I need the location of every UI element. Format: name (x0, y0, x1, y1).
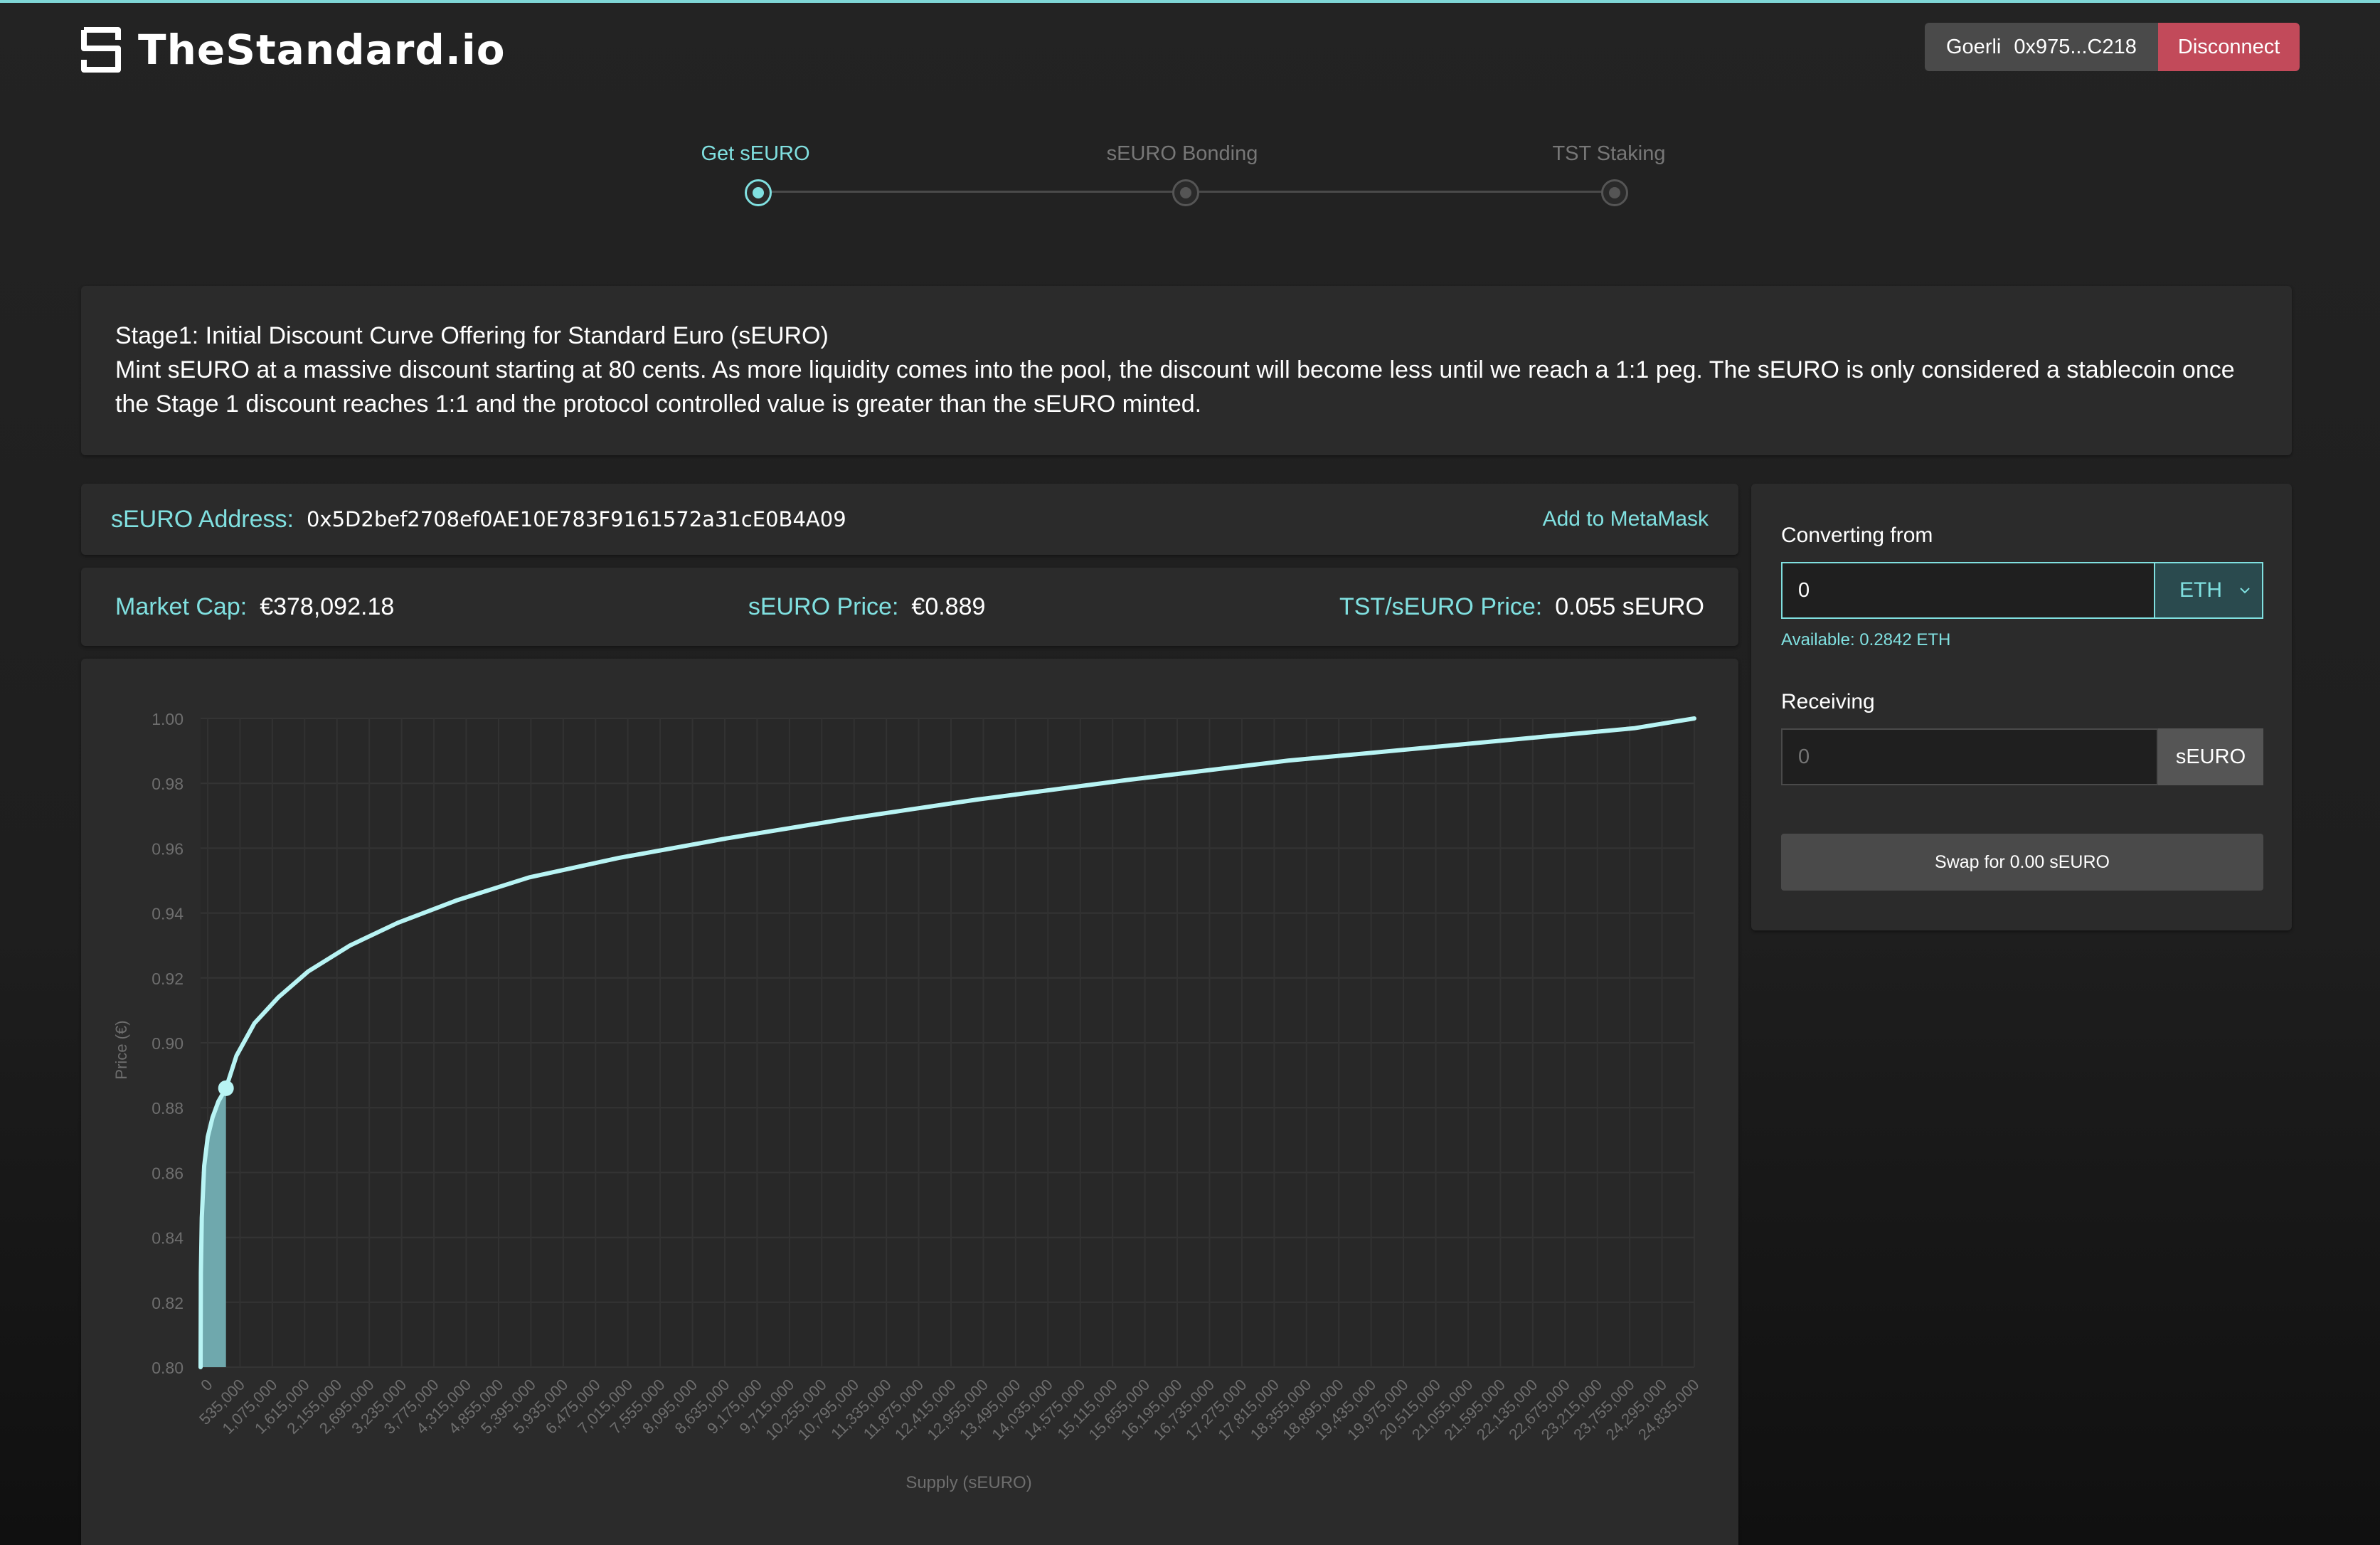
price-curve-line (198, 716, 1696, 1369)
address-label: sEURO Address: (111, 505, 294, 533)
step-tst-staking[interactable]: TST Staking (1467, 142, 1751, 206)
step-label: sEURO Bonding (1106, 142, 1258, 165)
step-get-seuro[interactable]: Get sEURO (613, 142, 898, 206)
market-cap-stat: Market Cap: €378,092.18 (115, 593, 394, 621)
progress-stepper: Get sEURO sEURO Bonding TST Staking (701, 142, 1707, 213)
chevron-down-icon (2240, 588, 2250, 594)
market-cap-value: €378,092.18 (260, 593, 395, 620)
stage-description: Mint sEURO at a massive discount startin… (115, 356, 2235, 418)
step-seuro-bonding[interactable]: sEURO Bonding (1040, 142, 1324, 206)
converter-panel: Converting from ETH Available: 0.2842 ET… (1751, 484, 2292, 930)
disconnect-button[interactable]: Disconnect (2157, 23, 2300, 71)
seuro-price-label: sEURO Price: (748, 593, 899, 620)
x-tick-label: 0 (197, 1376, 216, 1394)
tst-price-label: TST/sEURO Price: (1339, 593, 1543, 620)
y-axis-title: Price (€) (112, 1020, 130, 1079)
current-price-point (218, 1080, 234, 1096)
step-dot (745, 179, 772, 206)
stats-bar: Market Cap: €378,092.18 sEURO Price: €0.88… (81, 568, 1738, 646)
wallet-info: Goerli 0x975...C218 (1925, 23, 2158, 71)
bonding-curve-chart: 1.00 0.98 0.96 0.94 0.92 0.90 0.88 0.86 0.84 0.82… (81, 659, 1738, 1545)
tst-price-value: 0.055 sEURO (1555, 593, 1704, 620)
receiving-amount-input[interactable] (1781, 728, 2158, 785)
wallet-status: Goerli 0x975...C218 Disconnect (1925, 23, 2300, 71)
y-tick-label: 0.80 (152, 1359, 184, 1377)
step-label: Get sEURO (701, 142, 810, 165)
from-currency-value: ETH (2179, 578, 2222, 602)
receiving-label: Receiving (1781, 690, 1875, 713)
wallet-address: 0x975...C218 (2014, 35, 2137, 58)
stage-info-panel: Stage1: Initial Discount Curve Offering … (81, 286, 2292, 455)
top-accent-strip (0, 0, 2380, 3)
seuro-price-stat: sEURO Price: €0.889 (748, 593, 986, 621)
available-balance: Available: 0.2842 ETH (1781, 630, 1951, 649)
seuro-price-value: €0.889 (911, 593, 986, 620)
from-row: ETH (1781, 562, 2263, 619)
chart-svg: 1.00 0.98 0.96 0.94 0.92 0.90 0.88 0.86 0.84 0.82… (112, 710, 1703, 1492)
add-to-metamask-link[interactable]: Add to MetaMask (1542, 507, 1709, 531)
y-tick-label: 0.94 (152, 905, 184, 923)
from-amount-input[interactable] (1781, 562, 2155, 619)
y-tick-label: 0.96 (152, 839, 184, 858)
seuro-address-bar: sEURO Address: 0x5D2bef2708ef0AE10E783F9… (81, 484, 1738, 555)
logo-icon (81, 27, 121, 73)
y-tick-label: 0.86 (152, 1164, 184, 1182)
network-name: Goerli (1946, 35, 2002, 58)
to-currency-badge: sEURO (2158, 728, 2263, 785)
y-tick-label: 0.92 (152, 970, 184, 988)
y-tick-label: 1.00 (152, 710, 184, 728)
market-cap-label: Market Cap: (115, 593, 248, 620)
y-tick-label: 0.82 (152, 1294, 184, 1312)
step-dot (1172, 179, 1199, 206)
y-tick-label: 0.88 (152, 1099, 184, 1117)
y-tick-label: 0.84 (152, 1229, 184, 1248)
y-tick-label: 0.98 (152, 775, 184, 793)
logo[interactable]: TheStandard.io (78, 21, 506, 78)
logo-text: TheStandard.io (138, 26, 506, 74)
x-axis-title: Supply (sEURO) (905, 1473, 1031, 1492)
from-currency-select[interactable]: ETH (2155, 562, 2263, 619)
stage-title: Stage1: Initial Discount Curve Offering … (115, 322, 829, 349)
swap-button[interactable]: Swap for 0.00 sEURO (1781, 834, 2263, 891)
contract-address[interactable]: 0x5D2bef2708ef0AE10E783F9161572a31cE0B4A… (306, 507, 846, 531)
step-label: TST Staking (1552, 142, 1666, 165)
to-row: sEURO (1781, 728, 2263, 785)
step-dot (1601, 179, 1628, 206)
y-tick-label: 0.90 (152, 1034, 184, 1053)
converting-from-label: Converting from (1781, 524, 1933, 547)
tst-price-stat: TST/sEURO Price: 0.055 sEURO (1339, 593, 1704, 621)
